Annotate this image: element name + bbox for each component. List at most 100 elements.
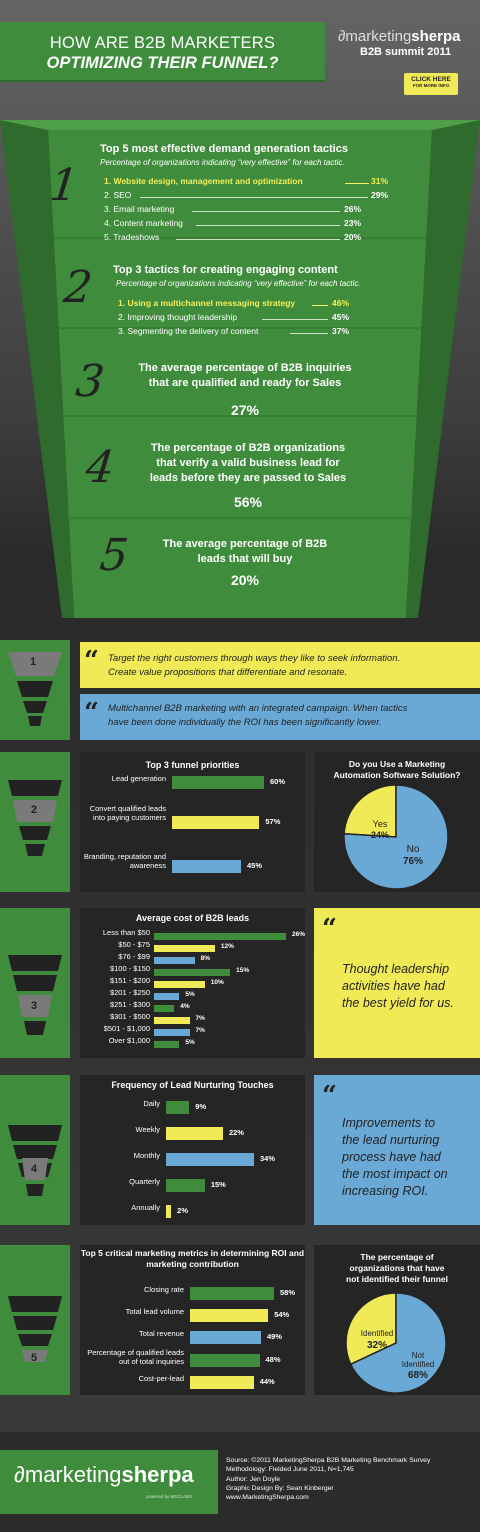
pie-chart xyxy=(346,1293,446,1393)
quote-box-yellow: “ Thought leadership activities have had… xyxy=(314,908,480,1058)
bar xyxy=(172,815,260,829)
pie-title-l2: organizations that have xyxy=(349,1263,445,1273)
pie-slice xyxy=(346,1293,397,1366)
bar xyxy=(190,1330,261,1344)
stage1-item: 4. Content marketing xyxy=(104,218,183,228)
bar xyxy=(154,1016,190,1024)
stage1-item: 3. Email marketing xyxy=(104,204,175,214)
bar-label: $251 - $300 xyxy=(109,1000,150,1009)
footer-methodology: Methodology: Fielded June 2011, N=1,745 xyxy=(226,1466,354,1474)
stage2-item: 3. Segmenting the delivery of content xyxy=(118,326,259,336)
stage1-item: 1. Website design, management and optimi… xyxy=(104,176,303,186)
stage-number: 1 xyxy=(47,160,81,211)
pie-automation: Do you Use a Marketing Automation Softwa… xyxy=(314,752,480,892)
stage3-value: 27% xyxy=(230,402,260,418)
section2-number: 2 xyxy=(31,804,38,816)
click-here-label: CLICK HERE xyxy=(411,76,451,83)
pie-funnel-identified: The percentage of organizations that hav… xyxy=(314,1245,480,1395)
chart-lead-cost: Average cost of B2B leads Less than $50 26… xyxy=(80,908,305,1058)
pie-label-not-1: Not xyxy=(411,1351,425,1360)
stage5-text-l2: leads that will buy xyxy=(197,553,293,565)
section3-number: 3 xyxy=(31,1000,38,1012)
bar-value: 60% xyxy=(270,777,286,786)
brand-swirl-icon: ∂ xyxy=(14,1462,25,1487)
bar-value: 12% xyxy=(220,943,234,950)
leader-line xyxy=(290,333,328,334)
stage2-value: 46% xyxy=(332,298,350,308)
bar xyxy=(154,980,205,988)
pie-value-identified: 32% xyxy=(366,1340,387,1351)
title-line-2: OPTIMIZING THEIR FUNNEL? xyxy=(46,54,279,72)
pie-slice xyxy=(344,785,397,838)
stage2-value: 45% xyxy=(332,312,350,322)
bar-label: $301 - $500 xyxy=(109,1012,150,1021)
stage1-value: 29% xyxy=(371,190,389,200)
bar-label: Monthly xyxy=(133,1151,160,1160)
click-here-button[interactable]: CLICK HERE FOR MORE INFO xyxy=(404,73,458,95)
pie-label-not-2: Identified xyxy=(401,1360,435,1369)
pie-slice xyxy=(349,1293,446,1393)
bar-label: $201 - $250 xyxy=(109,988,150,997)
bar xyxy=(154,1004,175,1012)
bar-value: 10% xyxy=(210,979,224,986)
bar-value: 58% xyxy=(280,1288,296,1297)
funnel-right-wall xyxy=(406,120,480,618)
quote-line: the most impact on xyxy=(342,1167,448,1181)
pie-title-l3: not identified their funnel xyxy=(346,1274,448,1284)
funnel-graphic xyxy=(0,120,480,618)
stage2-item: 1. Using a multichannel messaging strate… xyxy=(118,298,296,308)
bar xyxy=(172,859,241,873)
bar-label: Total revenue xyxy=(138,1329,184,1338)
quote-icon: “ xyxy=(322,914,337,944)
bar-value: 7% xyxy=(195,1027,205,1034)
leader-line xyxy=(196,225,340,226)
bar-value: 54% xyxy=(274,1310,290,1319)
quote-line: process have had xyxy=(342,1150,441,1164)
quote-box-blue: “ Multichannel B2B marketing with an int… xyxy=(80,694,480,740)
section4-number: 4 xyxy=(31,1163,38,1175)
bar xyxy=(172,775,264,789)
brand-name-a: marketing xyxy=(345,28,412,45)
pie-label-identified: Identified xyxy=(360,1329,394,1338)
footer-url[interactable]: www.MarketingSherpa.com xyxy=(226,1494,309,1502)
bar xyxy=(166,1178,205,1192)
quote-line: have been done individually the ROI has … xyxy=(108,717,382,728)
stage-number: 5 xyxy=(97,530,131,581)
bar-value: 5% xyxy=(185,991,195,998)
bar-value: 5% xyxy=(185,1039,195,1046)
pie-value-no: 76% xyxy=(402,856,423,867)
bar xyxy=(166,1152,254,1166)
bar-value: 44% xyxy=(259,1377,275,1386)
quote-box-blue: “ Improvements to the lead nurturing pro… xyxy=(314,1075,480,1225)
bar-value: 15% xyxy=(210,1180,226,1189)
stage1-item: 5. Tradeshows xyxy=(104,232,160,242)
section5-sidebar xyxy=(0,1245,70,1395)
pie-title-l1: Do you Use a Marketing xyxy=(348,759,446,769)
section1-sidebar xyxy=(0,640,70,740)
bar-label: $100 - $150 xyxy=(109,964,150,973)
brand-logo: ∂marketingsherpa B2B summit 2011 xyxy=(338,28,468,58)
chart-title: Top 5 critical marketing metrics in dete… xyxy=(80,1248,305,1269)
bar-label: Daily xyxy=(143,1099,160,1108)
title-line-1: HOW ARE B2B MARKETERS xyxy=(49,34,276,52)
chart-nurturing: Frequency of Lead Nurturing Touches Daily… xyxy=(80,1075,305,1225)
quote-line: Thought leadership xyxy=(342,962,450,976)
section5-number: 5 xyxy=(31,1352,38,1364)
bar xyxy=(166,1204,172,1218)
leader-line xyxy=(140,197,368,198)
stage-number: 2 xyxy=(61,262,95,313)
footer-source: Source: ©2011 MarketingSherpa B2B Market… xyxy=(226,1457,431,1464)
bar-label: Lead generation xyxy=(111,774,166,783)
pie-title-l1: The percentage of xyxy=(360,1252,434,1262)
pie-chart xyxy=(344,785,448,889)
leader-line xyxy=(312,305,328,306)
bar-label: Closing rate xyxy=(143,1285,184,1294)
bar-value: 15% xyxy=(236,967,250,974)
section4-sidebar xyxy=(0,1075,70,1225)
chart-roi-metrics: Top 5 critical marketing metrics in dete… xyxy=(80,1245,305,1395)
brand-swirl-icon: ∂ xyxy=(338,28,346,45)
bar xyxy=(190,1353,260,1367)
more-info-label: FOR MORE INFO xyxy=(412,83,450,88)
bar-value: 7% xyxy=(195,1015,205,1022)
stage-number: 4 xyxy=(83,442,117,493)
